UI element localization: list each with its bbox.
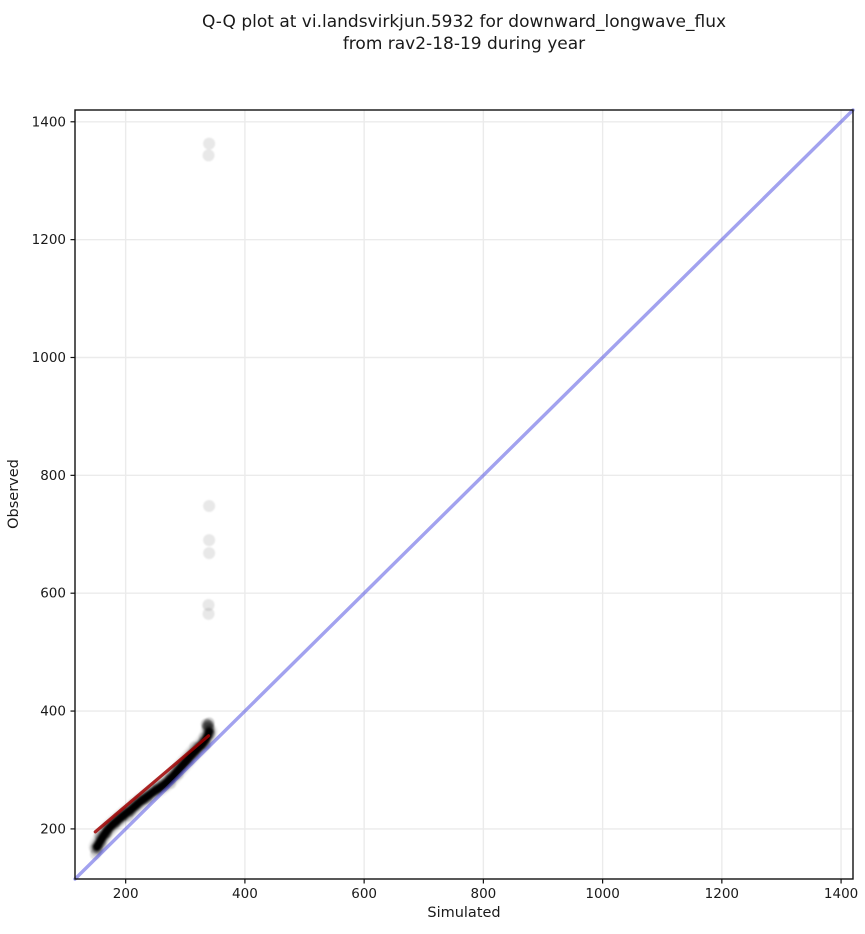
- x-tick-label: 400: [232, 886, 258, 902]
- y-tick-label: 800: [40, 468, 66, 484]
- axis-ticks: 200 400 600 800 1000 1200 1400 200 400 600 800 1000…: [32, 114, 859, 902]
- identity-line: [73, 108, 855, 881]
- y-axis-label: Observed: [6, 459, 22, 529]
- scatter-point-outlier: [202, 607, 215, 620]
- fit-line: [93, 734, 211, 834]
- scatter-point: [141, 791, 152, 802]
- y-tick-label: 200: [40, 821, 66, 837]
- scatter-point-outlier: [203, 547, 216, 560]
- scatter-point-outlier: [202, 598, 215, 611]
- scatter-point: [89, 843, 100, 854]
- scatter-point-outlier: [203, 534, 216, 547]
- scatter-point-outlier: [202, 149, 215, 162]
- plot-content: 200 400 600 800 1000 1200 1400 200 400 600 800 1000…: [32, 108, 859, 902]
- plot-border: [74, 109, 854, 880]
- scatter-point-cluster-top: [203, 720, 215, 732]
- x-axis-label: Simulated: [427, 905, 500, 921]
- x-tick-label: 800: [470, 886, 496, 902]
- scatter-layer: [88, 137, 219, 860]
- scatter-point-outlier: [203, 137, 216, 150]
- plot-title-line2: from rav2-18-19 during year: [343, 34, 585, 54]
- y-tick-label: 600: [40, 586, 66, 602]
- y-tick-label: 1400: [32, 114, 66, 130]
- x-tick-label: 1400: [824, 886, 858, 902]
- x-tick-label: 1000: [585, 886, 619, 902]
- x-tick-label: 200: [113, 886, 139, 902]
- y-tick-label: 1200: [32, 232, 66, 248]
- y-tick-label: 1000: [32, 350, 66, 366]
- x-tick-label: 1200: [705, 886, 739, 902]
- plot-title-line1: Q-Q plot at vi.landsvirkjun.5932 for dow…: [202, 12, 726, 32]
- y-tick-label: 400: [40, 704, 66, 720]
- x-tick-label: 600: [351, 886, 377, 902]
- scatter-point-outlier: [203, 499, 216, 512]
